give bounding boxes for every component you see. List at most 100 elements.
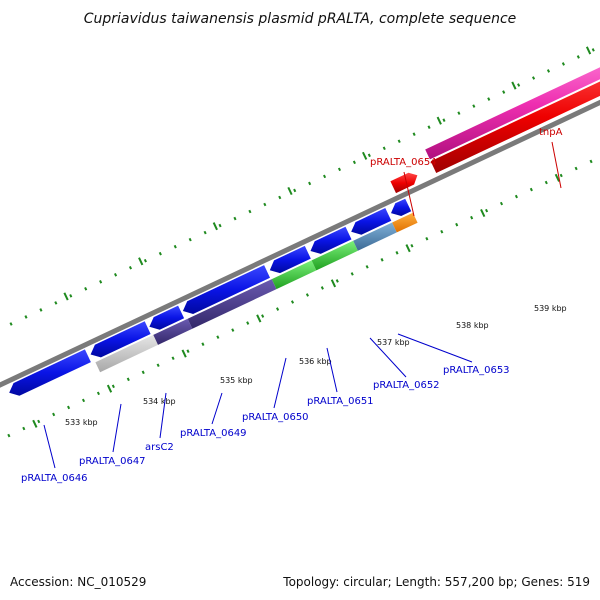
scale-tick [412, 132, 416, 137]
gene-label: pRALTA_0647 [79, 456, 146, 467]
scale-tick [457, 111, 461, 115]
scale-tick [248, 209, 252, 214]
topology-summary-text: Topology: circular; Length: 557,200 bp; … [282, 575, 590, 589]
scale-major-tick [63, 292, 69, 301]
scale-major-tick [287, 186, 293, 196]
pRALTA_0647-feature [90, 321, 151, 358]
pRALTA_0653-feature [391, 198, 412, 216]
scale-tick [499, 201, 504, 206]
scale-major-tick [138, 257, 144, 266]
scale-tick [382, 146, 386, 151]
gene-leader-line [43, 424, 56, 469]
scale-tick [81, 398, 86, 403]
scale-tick [9, 322, 13, 326]
scale-major-tick [181, 349, 187, 358]
scale-tick [67, 405, 71, 410]
scale-tick [111, 384, 115, 389]
scale-ticks [7, 46, 595, 438]
scale-major-tick [405, 244, 411, 253]
scale-major-tick [330, 279, 337, 288]
gene-leader-line [159, 392, 167, 439]
scale-tick [397, 139, 401, 144]
scale-tick [278, 195, 282, 200]
scale-tick [335, 279, 339, 283]
scale-tick [425, 236, 429, 241]
scale-tick [367, 153, 371, 158]
scale-tick [546, 69, 551, 73]
scale-tick [290, 300, 295, 304]
scale-tick [173, 244, 177, 249]
scale-label: 538 kbp [456, 321, 489, 330]
cog-band-green-2 [311, 240, 358, 271]
scale-tick [410, 243, 414, 248]
scale-label: 534 kbp [143, 397, 176, 406]
cog-band-steel [353, 222, 397, 251]
scale-tick [544, 180, 548, 185]
gene-leader-line [551, 141, 562, 189]
scale-tick [126, 377, 130, 382]
scale-tick [455, 222, 459, 227]
scale-tick [201, 342, 205, 346]
scale-major-tick [554, 173, 560, 182]
scale-tick [470, 215, 474, 220]
scale-tick [231, 328, 235, 332]
scale-tick [395, 251, 399, 255]
scale-tick [276, 307, 280, 311]
gene-leader-line [326, 347, 338, 393]
scale-label: 537 kbp [377, 338, 410, 347]
scale-tick [263, 202, 267, 207]
cog-band-purple-1 [153, 318, 193, 345]
pRALTA_0649-feature [182, 265, 270, 314]
gene-leader-line [273, 357, 287, 409]
cog-band-green-1 [271, 260, 317, 290]
scale-tick [96, 391, 100, 396]
scale-tick [559, 173, 563, 178]
scale-tick [233, 216, 237, 221]
pRALTA_0646-feature [9, 349, 91, 396]
scale-tick [7, 433, 11, 438]
scale-tick [517, 83, 521, 87]
gene-label: pRALTA_0646 [21, 473, 88, 484]
scale-major-tick [585, 46, 592, 55]
scale-tick [561, 62, 565, 66]
scale-tick [352, 160, 356, 165]
gene-label: pRALTA_0649 [180, 428, 247, 439]
scale-tick [308, 181, 312, 186]
scale-tick [24, 315, 28, 319]
scale-tick [246, 321, 250, 325]
scale-tick [186, 349, 190, 353]
scale-tick [143, 258, 147, 263]
pRALTA_0654-feature [390, 172, 418, 194]
scale-tick [37, 419, 41, 424]
scale-tick [442, 118, 446, 122]
scale-tick [218, 223, 222, 228]
scale-tick [171, 356, 175, 361]
scale-label: 539 kbp [534, 304, 567, 313]
gene-label: pRALTA_0653 [443, 365, 510, 376]
scale-major-tick [511, 81, 517, 90]
gene-leader-line [403, 171, 415, 217]
pRALTA_0650-feature [269, 245, 311, 274]
cog-band-orange [392, 212, 418, 233]
gene-label: pRALTA_0650 [242, 412, 309, 423]
tnpA-feature [430, 81, 600, 173]
pRALTA_0652-feature [351, 208, 392, 235]
scale-tick [485, 208, 489, 213]
cog-band-purple-2 [187, 279, 277, 329]
gene-label: tnpA [539, 127, 563, 138]
scale-label: 536 kbp [299, 357, 332, 366]
scale-tick [158, 251, 162, 256]
scale-tick [99, 280, 103, 284]
scale-tick [216, 335, 220, 339]
cog-band-gray [95, 334, 158, 373]
scale-major-tick [436, 116, 442, 125]
scale-tick [365, 265, 369, 269]
scale-tick [54, 301, 58, 305]
scale-tick [502, 90, 506, 94]
scale-tick [261, 314, 265, 318]
scale-tick [52, 412, 56, 417]
scale-tick [323, 174, 327, 179]
scale-tick [532, 76, 536, 80]
